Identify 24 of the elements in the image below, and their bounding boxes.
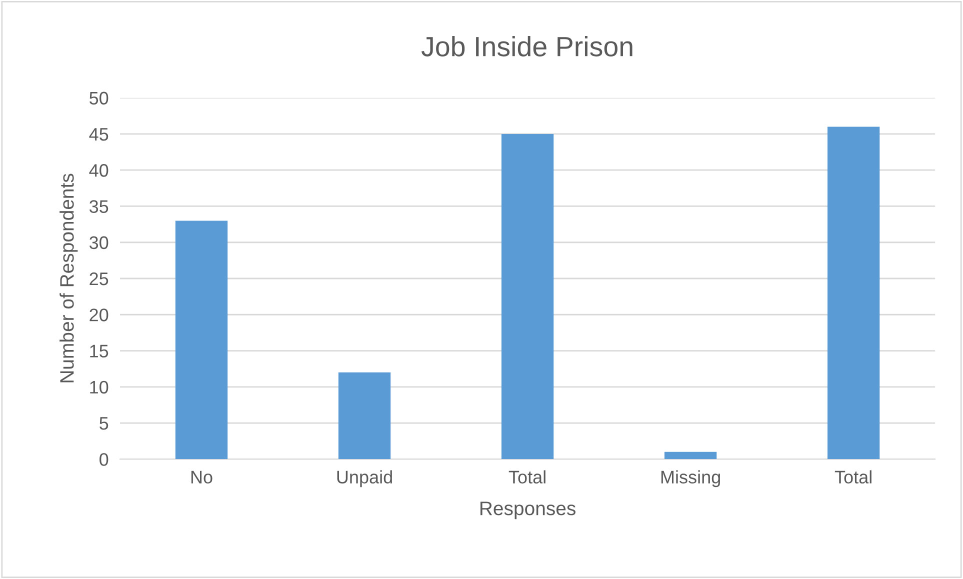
x-tick-label: Unpaid (337, 470, 392, 488)
y-tick-label: 20 (90, 308, 108, 322)
chart-title: Job Inside Prison (421, 36, 632, 56)
y-tick-label: 15 (90, 344, 108, 358)
y-tick-label: 35 (89, 200, 108, 213)
y-axis-title: Number of Respondents (60, 174, 78, 382)
bar (501, 134, 554, 460)
bar (338, 372, 391, 460)
bar (827, 126, 880, 460)
y-tick-label: 5 (100, 417, 108, 430)
y-tick-label: 45 (89, 128, 108, 141)
x-tick-label: Total (508, 470, 546, 484)
bar (664, 452, 717, 460)
y-tick-label: 40 (89, 164, 108, 177)
y-tick-label: 0 (100, 453, 108, 466)
bar (175, 220, 228, 460)
x-tick-label: Total (834, 470, 872, 484)
x-tick-label: No (191, 470, 212, 484)
y-tick-label: 10 (90, 380, 108, 394)
x-tick-label: Missing (661, 470, 720, 488)
y-tick-label: 25 (90, 272, 108, 286)
y-tick-label: 30 (89, 236, 108, 250)
x-axis-title: Responses (480, 502, 576, 520)
y-tick-label: 50 (90, 92, 108, 105)
